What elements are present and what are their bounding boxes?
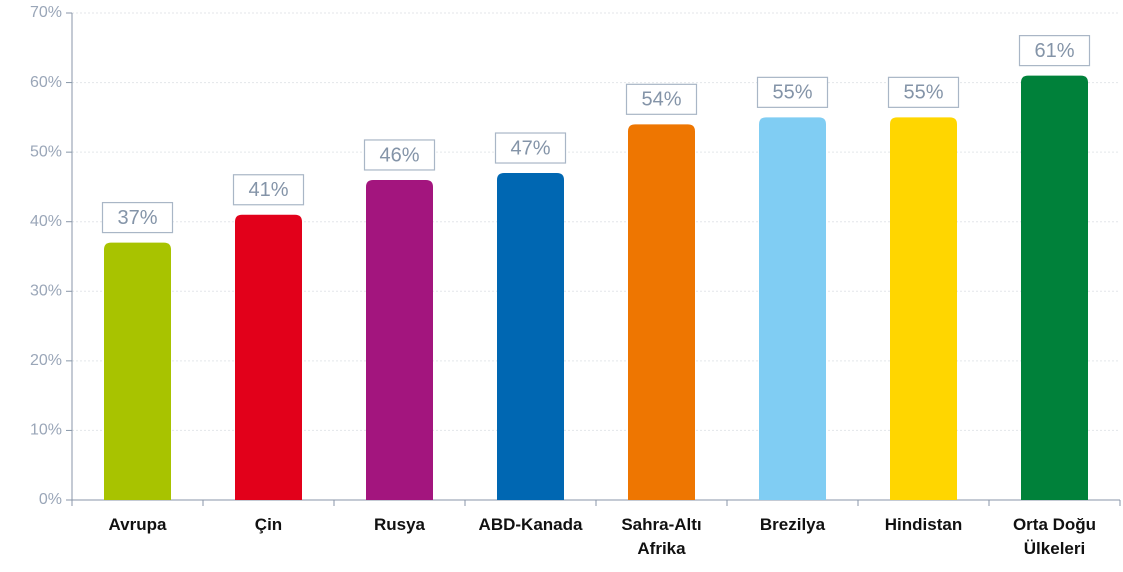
- bar: [235, 214, 302, 500]
- value-label-box: [1018, 35, 1091, 67]
- bar: [1021, 75, 1088, 500]
- x-tick-label: Brezilya: [759, 515, 826, 534]
- x-tick-label: Avrupa: [108, 515, 167, 534]
- x-tick-label: Çin: [254, 515, 283, 534]
- value-label-box: [101, 201, 174, 234]
- bar: [497, 173, 564, 500]
- y-tick-label: 60%: [30, 74, 62, 91]
- value-label: 47%: [510, 137, 550, 159]
- value-label: 54%: [641, 89, 681, 111]
- value-label-box: [756, 76, 829, 108]
- bar: [890, 117, 957, 500]
- value-label-box: [363, 139, 436, 171]
- y-tick-label: 40%: [30, 213, 62, 230]
- x-tick-label: Orta Doğu Ülkeleri: [1012, 515, 1097, 558]
- bar: [628, 124, 695, 501]
- y-tick-label: 30%: [30, 283, 62, 300]
- value-label: 55%: [903, 82, 943, 104]
- value-label-box: [887, 76, 960, 108]
- x-tick-label: Hindistan: [884, 515, 963, 534]
- x-tick-label: Rusya: [373, 515, 426, 534]
- y-tick-label: 50%: [30, 143, 62, 160]
- value-label: 55%: [772, 82, 812, 104]
- value-label: 41%: [248, 179, 288, 201]
- value-label-box: [494, 132, 567, 164]
- value-label: 46%: [379, 144, 419, 166]
- value-label: 61%: [1034, 40, 1074, 62]
- bar: [104, 242, 171, 501]
- y-tick-label: 0%: [39, 491, 62, 508]
- y-tick-label: 10%: [30, 422, 62, 439]
- x-tick-label: Sahra-Altı Afrika: [621, 515, 702, 558]
- y-tick-label: 20%: [30, 352, 62, 369]
- value-label-box: [625, 83, 698, 115]
- y-tick-label: 70%: [30, 4, 62, 21]
- bar: [759, 117, 826, 500]
- value-label-box: [232, 174, 305, 206]
- value-label: 37%: [117, 207, 157, 229]
- x-tick-label: ABD-Kanada: [478, 515, 583, 534]
- bar: [366, 179, 433, 500]
